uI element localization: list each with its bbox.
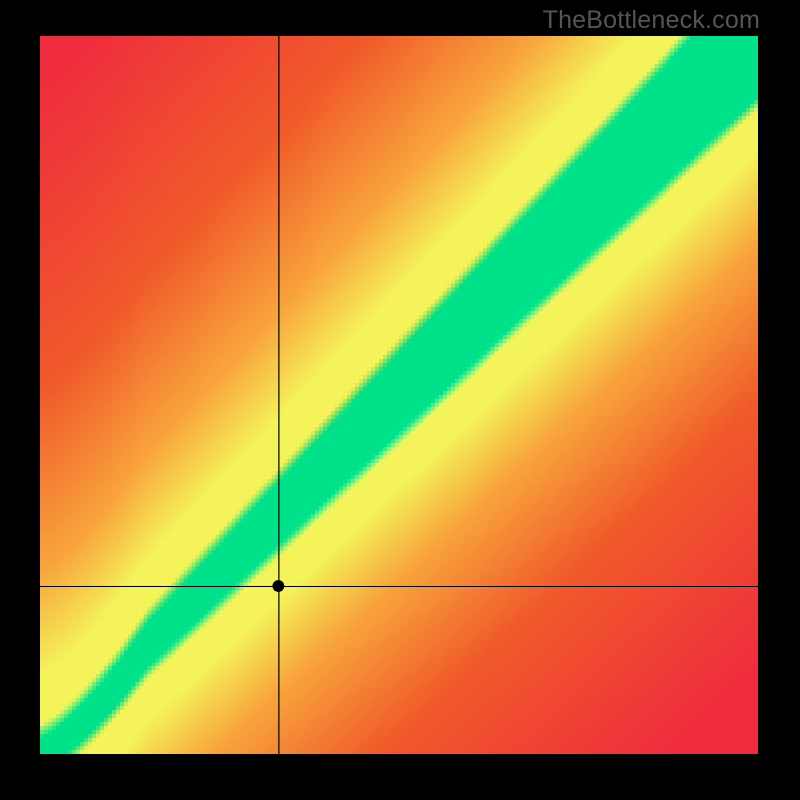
watermark-text: TheBottleneck.com [543, 6, 760, 35]
plot-area [40, 36, 758, 754]
crosshair-overlay [40, 36, 758, 754]
chart-container: TheBottleneck.com [0, 0, 800, 800]
